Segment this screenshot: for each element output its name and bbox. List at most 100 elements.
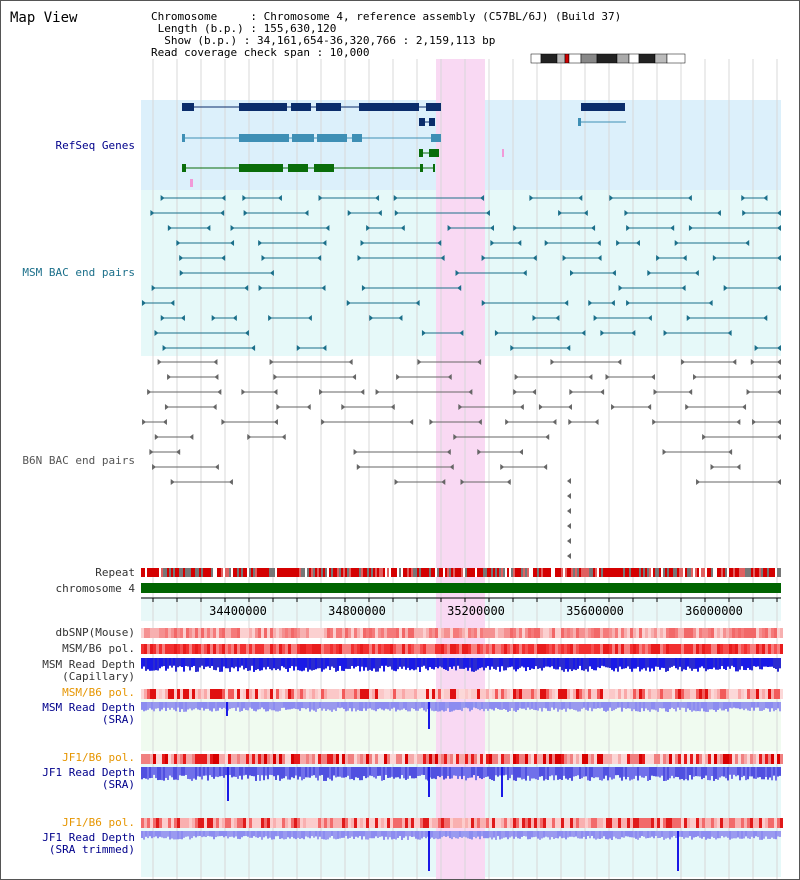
depth-bar [385, 702, 387, 709]
depth-bar [271, 767, 273, 776]
heat-cell [303, 689, 306, 699]
repeat-bar [635, 568, 637, 577]
position-info: Chromosome : Chromosome 4, reference ass… [151, 11, 621, 59]
heat-cell [207, 754, 210, 764]
track-label-jf1-b6-pol[interactable]: JF1/B6 pol. [62, 751, 135, 764]
track-label-chromosome[interactable]: chromosome 4 [55, 582, 135, 595]
repeat-bar [731, 568, 733, 577]
track-label-jf1-depth-trim[interactable]: JF1 Read Depth (SRA trimmed) [42, 831, 135, 856]
depth-bar [465, 658, 467, 668]
heat-cell [765, 754, 768, 764]
depth-bar [393, 702, 395, 708]
heat-cell [567, 754, 570, 764]
heat-cell [477, 644, 480, 654]
heat-cell [483, 689, 486, 699]
repeat-bar [327, 568, 329, 577]
heat-cell [336, 818, 339, 828]
heat-cell [177, 818, 180, 828]
track-label-msm-b6-pol-sra[interactable]: MSM/B6 pol. [62, 686, 135, 699]
depth-bar [515, 702, 517, 712]
heat-cell [411, 644, 414, 654]
heat-cell [219, 644, 222, 654]
depth-bar [491, 658, 493, 667]
heat-cell [666, 689, 669, 699]
repeat-bar [673, 568, 675, 577]
depth-bar [595, 702, 597, 709]
track-label-msm-depth-cap[interactable]: MSM Read Depth (Capillary) [42, 658, 135, 683]
depth-bar [629, 702, 631, 709]
depth-bar [431, 767, 433, 779]
heat-cell [273, 644, 276, 654]
depth-bar [291, 767, 293, 778]
heat-cell [522, 818, 525, 828]
heat-cell [234, 644, 237, 654]
track-label-dbsnp[interactable]: dbSNP(Mouse) [55, 626, 135, 639]
depth-bar [203, 831, 205, 837]
heat-cell [288, 818, 291, 828]
track-label-jf1-depth-sra[interactable]: JF1 Read Depth (SRA) [42, 766, 135, 791]
repeat-bar [551, 568, 553, 577]
heat-cell [279, 628, 282, 638]
heat-cell [531, 644, 534, 654]
depth-bar [579, 831, 581, 839]
track-label-refseq[interactable]: RefSeq Genes [55, 139, 135, 152]
depth-bar [249, 831, 251, 838]
heat-cell [780, 689, 783, 699]
depth-bar [601, 767, 603, 781]
depth-bar [623, 767, 625, 777]
heat-cell [531, 754, 534, 764]
depth-bar [687, 831, 689, 838]
repeat-bar [243, 568, 245, 577]
bac-end-marker [777, 285, 781, 291]
bac-end-marker [626, 300, 631, 306]
track-label-msm-bac[interactable]: MSM BAC end pairs [22, 266, 135, 279]
heat-cell [777, 644, 780, 654]
heat-cell [384, 628, 387, 638]
heat-cell [285, 628, 288, 638]
depth-bar [499, 831, 501, 840]
depth-bar [669, 658, 671, 668]
track-label-msm-depth-sra[interactable]: MSM Read Depth (SRA) [42, 701, 135, 726]
heat-cell [252, 628, 255, 638]
bac-end-marker [375, 195, 380, 201]
heat-cell [582, 818, 585, 828]
depth-bar [307, 658, 309, 672]
repeat-bar [253, 568, 255, 577]
depth-bar [775, 702, 777, 711]
heat-cell [234, 754, 237, 764]
heat-cell [561, 754, 564, 764]
depth-bar [217, 831, 219, 837]
heat-cell [414, 818, 417, 828]
depth-bar [497, 767, 499, 777]
heat-cell [609, 628, 612, 638]
heat-cell [324, 689, 327, 699]
track-label-jf1-b6-pol2[interactable]: JF1/B6 pol. [62, 816, 135, 829]
repeat-bar [303, 568, 305, 577]
depth-bar [283, 702, 285, 708]
heat-cell [594, 754, 597, 764]
heat-cell [384, 818, 387, 828]
track-label-b6n-bac[interactable]: B6N BAC end pairs [22, 454, 135, 467]
repeat-bar [687, 568, 689, 577]
depth-bar [445, 831, 447, 837]
depth-bar [391, 767, 393, 777]
depth-bar [747, 702, 749, 711]
bac-end-marker [243, 210, 248, 216]
depth-bar [461, 831, 463, 838]
repeat-bar [279, 568, 281, 577]
heat-cell [363, 818, 366, 828]
depth-bar [669, 702, 671, 710]
repeat-bar [709, 568, 711, 577]
repeat-bar [341, 568, 343, 577]
bac-end-marker [513, 389, 518, 395]
heat-cell [621, 818, 624, 828]
depth-bar [507, 658, 509, 668]
track-label-msm-b6-pol[interactable]: MSM/B6 pol. [62, 642, 135, 655]
repeat-bar [777, 568, 779, 577]
repeat-bar [461, 568, 463, 577]
track-label-repeat[interactable]: Repeat [95, 566, 135, 579]
heat-cell [750, 818, 753, 828]
depth-bar [161, 702, 163, 710]
depth-bar [759, 831, 761, 840]
